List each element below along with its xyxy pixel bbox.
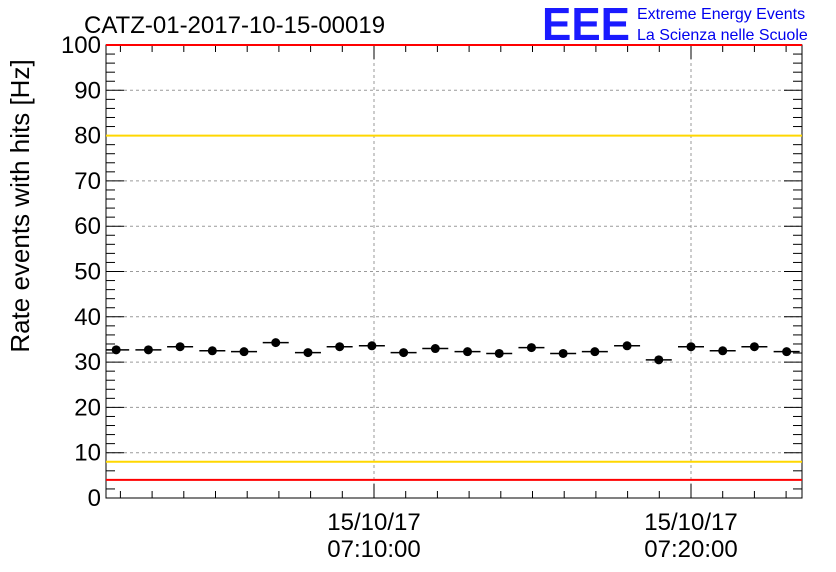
logo-mark: EEE — [542, 0, 630, 50]
data-point — [111, 345, 121, 355]
data-point — [463, 347, 473, 357]
y-tick-label: 0 — [88, 485, 101, 512]
data-point — [749, 342, 759, 352]
data-point — [335, 342, 345, 352]
data-point — [271, 338, 281, 348]
data-point — [239, 347, 249, 357]
chart-title: CATZ-01-2017-10-15-00019 — [84, 12, 385, 39]
y-tick-labels: 0 10 20 30 40 50 60 70 80 90 100 — [61, 32, 101, 512]
logo-line-1: Extreme Energy Events — [637, 6, 805, 23]
axis-ticks — [106, 44, 802, 499]
data-point — [526, 343, 536, 353]
data-point — [558, 348, 568, 358]
eee-logo: EEE Extreme Energy Events La Scienza nel… — [542, 0, 808, 50]
data-point — [303, 348, 313, 358]
y-tick-label: 20 — [74, 394, 101, 421]
y-tick-label: 70 — [74, 168, 101, 195]
data-point — [590, 347, 600, 357]
data-point — [175, 342, 185, 352]
y-tick-label: 40 — [74, 304, 101, 331]
x-tick-date: 15/10/17 — [327, 509, 420, 536]
y-tick-label: 10 — [74, 440, 101, 467]
reference-lines — [106, 44, 802, 481]
data-point — [654, 355, 664, 365]
y-axis-label: Rate events with hits [Hz] — [5, 59, 35, 352]
x-tick-date: 15/10/17 — [644, 509, 737, 536]
data-point — [494, 348, 504, 358]
y-tick-label: 80 — [74, 123, 101, 150]
data-point — [782, 347, 792, 357]
data-point — [399, 348, 409, 358]
logo-line-2: La Scienza nelle Scuole — [637, 27, 808, 44]
data-point — [367, 341, 377, 351]
x-tick-time: 07:10:00 — [327, 536, 420, 563]
y-tick-label: 100 — [61, 32, 101, 59]
y-tick-label: 90 — [74, 77, 101, 104]
data-point — [430, 344, 440, 354]
data-point — [718, 346, 728, 356]
plot-area — [105, 44, 803, 499]
y-tick-label: 60 — [74, 213, 101, 240]
y-tick-label: 50 — [74, 259, 101, 286]
y-tick-label: 30 — [74, 349, 101, 376]
data-point — [686, 342, 696, 352]
grid-lines — [106, 45, 802, 498]
data-point — [622, 341, 632, 351]
data-point — [143, 345, 153, 355]
data-point — [207, 346, 217, 356]
data-points — [106, 338, 800, 365]
x-tick-time: 07:20:00 — [644, 536, 737, 563]
